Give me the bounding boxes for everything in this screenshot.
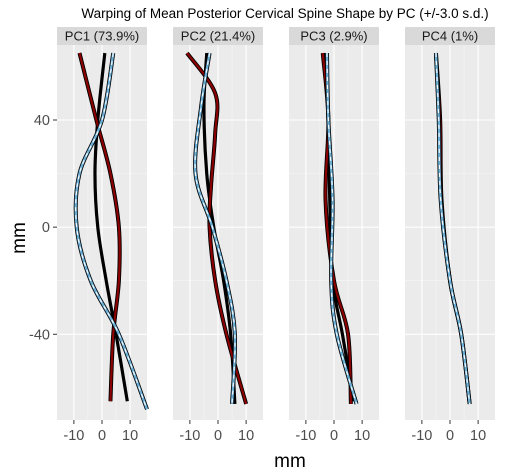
plus-sd-dash bbox=[435, 53, 471, 404]
x-tick-label: 10 bbox=[470, 428, 486, 444]
plus-sd-dash bbox=[326, 53, 358, 405]
strip-label: PC2 (21.4%) bbox=[181, 29, 255, 44]
x-axis: -10 0 10 -10 0 10 -10 0 10 -10 0 10 bbox=[63, 420, 486, 444]
panel-4: PC4 (1%) bbox=[405, 27, 495, 420]
plus-sd-dash bbox=[75, 52, 148, 410]
strip-label: PC4 (1%) bbox=[422, 29, 478, 44]
x-tick-label: -10 bbox=[63, 428, 84, 444]
y-tick-label: 40 bbox=[34, 113, 50, 129]
minus-sd-line bbox=[78, 52, 121, 402]
panel-3: PC3 (2.9%) bbox=[289, 27, 379, 420]
x-tick-label: 0 bbox=[214, 428, 222, 444]
x-tick-label: 10 bbox=[122, 428, 138, 444]
y-axis-title: mm bbox=[9, 222, 30, 254]
y-tick-label: -40 bbox=[29, 327, 50, 343]
chart-title: Warping of Mean Posterior Cervical Spine… bbox=[81, 6, 488, 21]
x-tick-label: -10 bbox=[179, 428, 200, 444]
x-tick-label: 10 bbox=[238, 428, 254, 444]
plus-sd-dash bbox=[194, 52, 236, 404]
strip-background bbox=[289, 27, 379, 45]
x-tick-label: 0 bbox=[98, 428, 106, 444]
x-tick-label: -10 bbox=[295, 428, 316, 444]
panel-2: PC2 (21.4%) bbox=[173, 27, 263, 420]
strip-background bbox=[173, 27, 263, 45]
x-tick-label: 0 bbox=[330, 428, 338, 444]
y-axis: 40 0 -40 bbox=[29, 113, 57, 343]
panel-1: PC1 (73.9%) bbox=[57, 27, 149, 420]
panels: PC1 (73.9%) PC2 (21.4%) PC3 (2.9%) PC4 (1%) bbox=[57, 27, 495, 420]
strip-background bbox=[405, 27, 495, 45]
x-axis-title: mm bbox=[274, 451, 306, 472]
y-tick-label: 0 bbox=[42, 220, 50, 236]
strip-label: PC3 (2.9%) bbox=[300, 29, 367, 44]
x-tick-label: -10 bbox=[411, 428, 432, 444]
x-tick-label: 10 bbox=[354, 428, 370, 444]
strip-label: PC1 (73.9%) bbox=[65, 29, 139, 44]
strip-background bbox=[57, 27, 147, 45]
x-tick-label: 0 bbox=[446, 428, 454, 444]
minus-sd-line bbox=[186, 52, 248, 405]
